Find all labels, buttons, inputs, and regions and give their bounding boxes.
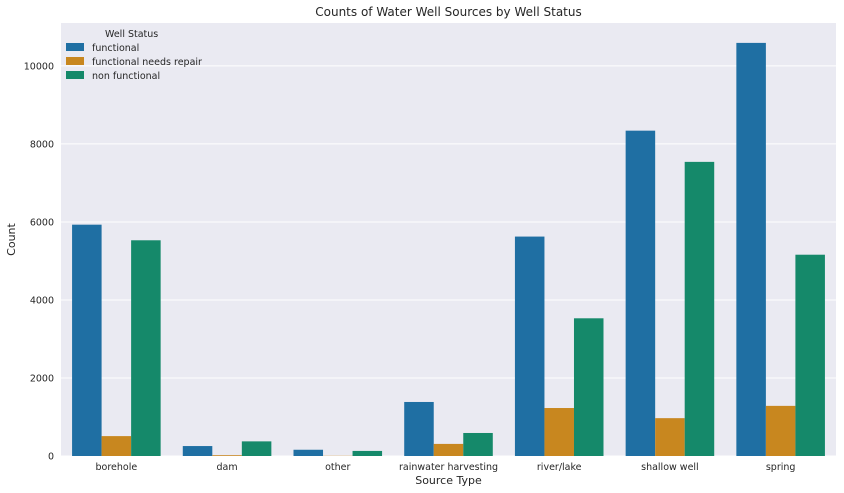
bar <box>182 446 213 456</box>
legend-swatch <box>66 57 84 65</box>
y-tick-label: 4000 <box>30 295 54 306</box>
legend-label: non functional <box>92 71 160 82</box>
chart-title: Counts of Water Well Sources by Well Sta… <box>315 5 581 19</box>
bar <box>352 450 383 456</box>
y-tick-label: 6000 <box>30 217 54 228</box>
bar <box>101 436 132 456</box>
bar <box>765 405 796 456</box>
bar <box>72 224 102 456</box>
bar <box>625 130 656 457</box>
bar <box>544 408 574 456</box>
bar <box>433 443 464 456</box>
x-tick-labels: borehole dam other rainwater harvesting rive… <box>96 462 796 473</box>
legend: Well Status functional functional needs r… <box>66 29 202 82</box>
y-tick-label: 8000 <box>30 139 54 150</box>
bar <box>573 318 604 456</box>
x-axis-label: Source Type <box>415 474 482 487</box>
bars <box>72 42 825 457</box>
plot-area <box>61 23 836 456</box>
y-tick-label: 10000 <box>24 61 54 72</box>
x-tick-label: other <box>325 462 350 473</box>
x-tick-label: dam <box>217 462 238 473</box>
bar <box>684 161 715 456</box>
x-tick-label: rainwater harvesting <box>399 462 498 473</box>
bar <box>655 418 685 456</box>
x-tick-label: borehole <box>96 462 138 473</box>
x-tick-label: river/lake <box>537 462 582 473</box>
bar <box>463 432 493 456</box>
legend-label: functional needs repair <box>92 57 202 68</box>
bar <box>736 42 766 457</box>
bar <box>795 254 825 456</box>
bar <box>241 441 272 456</box>
x-tick-label: spring <box>766 462 796 473</box>
legend-title: Well Status <box>105 29 158 40</box>
legend-label: functional <box>92 43 139 54</box>
legend-swatch <box>66 71 84 79</box>
y-tick-label: 2000 <box>30 373 54 384</box>
y-tick-labels: 0 2000 4000 6000 8000 10000 <box>24 61 54 462</box>
legend-swatch <box>66 43 84 51</box>
bar <box>131 240 161 456</box>
bar <box>293 449 324 456</box>
y-tick-label: 0 <box>48 452 54 463</box>
bar <box>212 455 242 456</box>
x-tick-label: shallow well <box>641 462 699 473</box>
bar <box>514 236 545 456</box>
y-axis-label: Count <box>5 222 18 255</box>
bar <box>404 401 434 456</box>
